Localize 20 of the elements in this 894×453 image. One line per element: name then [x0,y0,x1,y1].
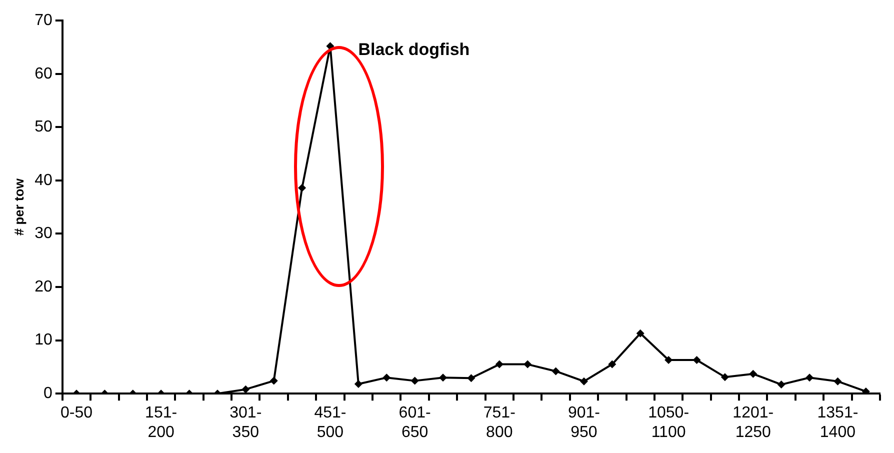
x-tick-label: 0-50 [60,404,93,422]
x-tick-label: 151-200 [145,404,178,441]
y-tick-label: 10 [34,332,52,349]
x-tick-label: 301-350 [230,404,262,441]
x-tick-label: 1201-1250 [732,404,774,441]
y-tick-label: 70 [34,12,52,30]
y-tick-label: 0 [43,385,52,402]
x-tick-label: 1050-1100 [648,404,690,441]
y-axis-title: # per tow [11,178,26,236]
y-tick-label: 30 [34,225,52,242]
annotation: Black dogfish [358,40,470,59]
y-tick-label: 50 [34,118,52,136]
y-tick-label: 40 [34,172,52,189]
x-tick-label: 451-500 [314,404,346,441]
x-tick-label: 1351-1400 [817,404,858,441]
x-tick-label: 601-650 [398,404,431,441]
x-tick-label: 901-950 [568,404,600,441]
y-tick-label: 60 [34,65,52,82]
x-tick-label: 751-800 [483,404,516,441]
y-tick-label: 20 [34,278,52,296]
